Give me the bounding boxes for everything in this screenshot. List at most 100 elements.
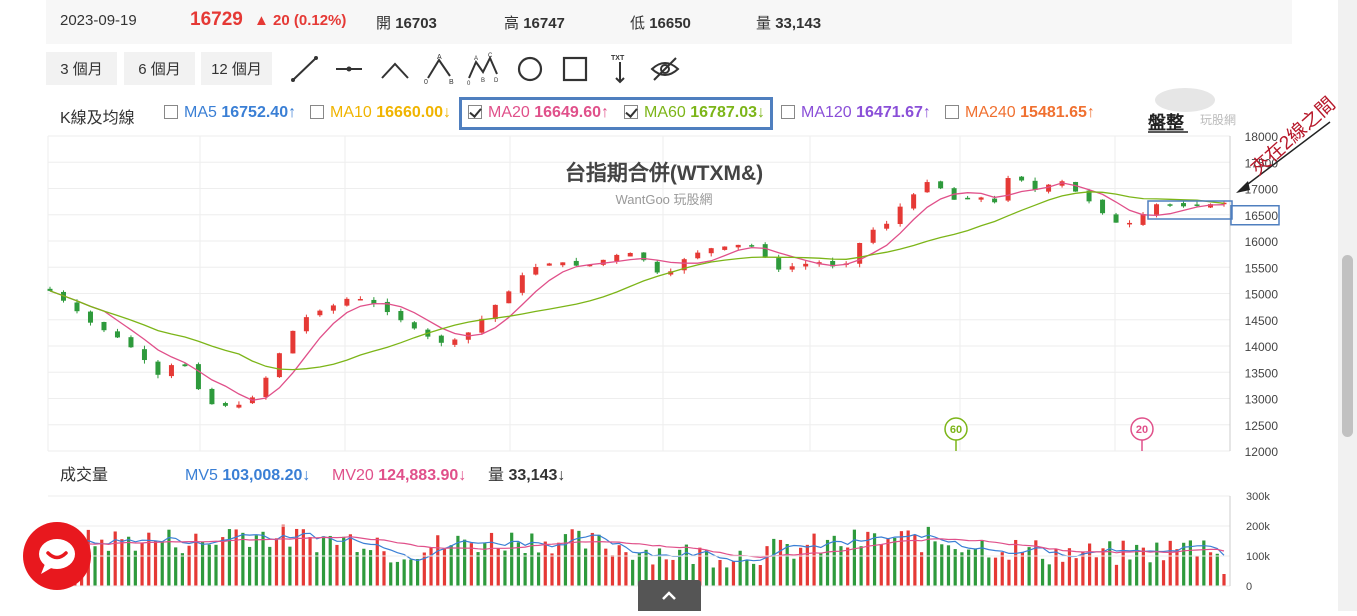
candle-body (1113, 214, 1119, 223)
volume-bar (1007, 559, 1011, 586)
volume-bar (933, 541, 937, 586)
candle-body (735, 244, 741, 248)
volume-bar (1188, 540, 1192, 586)
ma-marker-circle (1130, 417, 1154, 441)
candle-body (749, 245, 755, 247)
volume-bar (1061, 561, 1065, 586)
volume-bar (167, 529, 171, 586)
volume-bar (234, 529, 238, 586)
volume-bar (1135, 544, 1139, 586)
volume-bar (973, 548, 977, 586)
candle-body (1073, 181, 1079, 192)
volume-bar (295, 528, 299, 586)
ma5-arrow: ↑ (288, 104, 297, 121)
ma10-checkbox[interactable] (310, 105, 324, 119)
candle-body (303, 317, 309, 332)
abcd-pattern-tool-icon[interactable]: A C B D 0 (466, 52, 500, 86)
ma-marker-label: 60 (950, 424, 962, 436)
volume-bar (610, 555, 615, 586)
ma5-checkbox[interactable] (164, 105, 178, 119)
ma20-toggle[interactable]: MA20 16649.60↑ (468, 104, 609, 122)
volume-bar (261, 531, 265, 586)
abc-pattern-tool-icon[interactable]: A B 0 (422, 52, 456, 86)
rectangle-tool-icon[interactable] (558, 52, 592, 86)
quote-price: 16729 (190, 9, 243, 30)
volume-bar (281, 524, 285, 586)
volume-bar (1121, 540, 1125, 586)
volume-bar (758, 565, 762, 586)
ma-section-label: K線及均線 (60, 110, 135, 127)
ma120-arrow: ↑ (922, 104, 931, 121)
price-tick-label: 13500 (1245, 366, 1279, 380)
page-scrollbar[interactable] (1338, 0, 1357, 611)
candle-body (492, 304, 498, 319)
volume-bar (624, 552, 628, 586)
candle-body (695, 252, 701, 259)
volume-bar (765, 546, 769, 586)
volume-bar (1088, 543, 1092, 586)
line-tool-icon[interactable] (288, 52, 322, 86)
price-tick-label: 15500 (1245, 261, 1279, 275)
volume-bar (127, 536, 131, 586)
volume-bar (422, 552, 426, 586)
ma10-value: 16660.00 (376, 104, 443, 121)
volume-bar (718, 559, 722, 586)
candle-body (155, 361, 161, 375)
volume-legend-item: MV5 103,008.20↓ (185, 467, 310, 484)
volume-bar (274, 538, 279, 586)
volume-bar (725, 567, 729, 586)
chevron-up-icon (662, 591, 676, 600)
text-tool-icon[interactable]: TXT (603, 52, 637, 86)
quote-volume: 量 33,143 (756, 15, 822, 32)
circle-tool-icon[interactable] (513, 52, 547, 86)
range-12m-button[interactable]: 12 個月 (201, 52, 272, 85)
volume-bar (93, 546, 97, 586)
ma20-value: 16649.60 (534, 104, 601, 121)
ma60-checkbox[interactable] (624, 105, 638, 119)
volume-bar (1155, 542, 1159, 586)
volume-bar (200, 541, 205, 586)
hide-drawings-icon[interactable] (648, 52, 682, 86)
volume-bar (133, 550, 137, 586)
volume-bar (321, 536, 326, 586)
ma60-toggle[interactable]: MA60 16787.03↓ (624, 104, 765, 122)
volume-bar (301, 529, 305, 586)
svg-text:0: 0 (467, 81, 471, 86)
ma120-toggle[interactable]: MA120 16471.67↑ (781, 104, 931, 122)
candle-body (1140, 214, 1146, 225)
scrollbar-thumb[interactable] (1342, 255, 1353, 437)
volume-bar (523, 553, 527, 586)
volume-bar (805, 544, 809, 586)
angle-line-tool-icon[interactable] (378, 52, 412, 86)
ma-legend-row: K線及均線 MA5 16752.40↑ MA10 16660.00↓ MA20 … (0, 100, 1357, 128)
volume-bar (214, 544, 218, 586)
horizontal-line-tool-icon[interactable] (332, 52, 366, 86)
candle-body (1046, 184, 1052, 192)
candle-body (344, 298, 350, 306)
candle-body (762, 244, 768, 257)
volume-bar (503, 550, 507, 586)
volume-bar (140, 542, 144, 586)
volume-bar (604, 548, 608, 586)
ma60-name: MA60 (644, 104, 686, 121)
ma120-checkbox[interactable] (781, 105, 795, 119)
chat-bubble-button[interactable] (23, 522, 91, 590)
volume-bar (1074, 558, 1078, 586)
volume-bar (799, 547, 803, 586)
volume-bar (355, 552, 359, 586)
ma10-name: MA10 (330, 104, 372, 121)
ma240-toggle[interactable]: MA240 15481.65↑ (945, 104, 1095, 122)
range-3m-button[interactable]: 3 個月 (46, 52, 117, 85)
ma20-checkbox[interactable] (468, 105, 482, 119)
volume-bar (476, 552, 480, 586)
volume-bar (557, 542, 561, 586)
range-6m-button[interactable]: 6 個月 (124, 52, 195, 85)
volume-bar (113, 531, 117, 586)
volume-bar (745, 560, 749, 586)
ma240-checkbox[interactable] (945, 105, 959, 119)
quote-bar: 2023-09-19 16729 ▲ 20 (0.12%) 開 16703 高 … (46, 0, 1292, 44)
ma5-toggle[interactable]: MA5 16752.40↑ (164, 104, 296, 122)
collapse-up-button[interactable] (638, 580, 701, 611)
ma10-toggle[interactable]: MA10 16660.00↓ (310, 104, 451, 122)
